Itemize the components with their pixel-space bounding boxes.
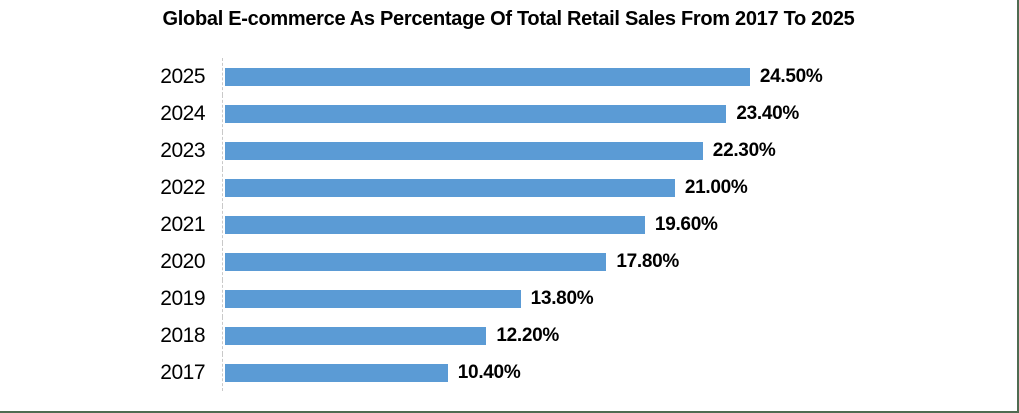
value-label: 24.50% [759, 65, 823, 87]
value-label: 19.60% [654, 213, 718, 235]
bar [225, 363, 448, 382]
value-label: 12.20% [496, 324, 559, 346]
plot-track: 22.30% [222, 132, 1005, 169]
bar [225, 215, 645, 234]
plot-track: 12.20% [222, 317, 1005, 354]
plot-track: 21.00% [222, 169, 1005, 206]
chart-row: 2022 21.00% [0, 169, 1017, 206]
plot-track: 13.80% [222, 280, 1005, 317]
chart-title: Global E-commerce As Percentage Of Total… [162, 8, 855, 30]
category-label: 2025 [160, 64, 205, 88]
value-label: 10.40% [457, 361, 521, 383]
value-label: 13.80% [530, 287, 594, 309]
category-label: 2022 [160, 175, 205, 199]
plot-track: 10.40% [222, 354, 1005, 391]
value-label: 21.00% [684, 176, 748, 198]
bar [225, 252, 607, 271]
category-label: 2023 [160, 138, 205, 162]
value-label: 17.80% [616, 250, 680, 272]
category-label: 2017 [160, 360, 205, 384]
value-label: 22.30% [712, 139, 776, 161]
category-label: 2021 [160, 212, 205, 236]
category-label: 2019 [160, 286, 205, 310]
category-label: 2024 [160, 101, 205, 125]
plot-track: 17.80% [222, 243, 1005, 280]
bar-chart-plot: 2025 24.50% 2024 23.40% 2023 22.30% 2022 21.00%… [0, 58, 1017, 391]
chart-row: 2024 23.40% [0, 95, 1017, 132]
bar [225, 67, 750, 86]
value-label: 23.40% [736, 102, 799, 124]
chart-row: 2018 12.20% [0, 317, 1017, 354]
category-label: 2018 [160, 323, 205, 347]
bar [225, 104, 727, 123]
bar [225, 178, 675, 197]
chart-row: 2025 24.50% [0, 58, 1017, 95]
chart-row: 2021 19.60% [0, 206, 1017, 243]
chart-row: 2019 13.80% [0, 280, 1017, 317]
bar [225, 326, 487, 345]
category-label: 2020 [160, 249, 205, 273]
chart-row: 2023 22.30% [0, 132, 1017, 169]
plot-track: 24.50% [222, 58, 1005, 95]
chart-row: 2020 17.80% [0, 243, 1017, 280]
chart-row: 2017 10.40% [0, 354, 1017, 391]
plot-track: 19.60% [222, 206, 1005, 243]
plot-track: 23.40% [222, 95, 1005, 132]
bar [225, 141, 703, 160]
bar [225, 289, 521, 308]
